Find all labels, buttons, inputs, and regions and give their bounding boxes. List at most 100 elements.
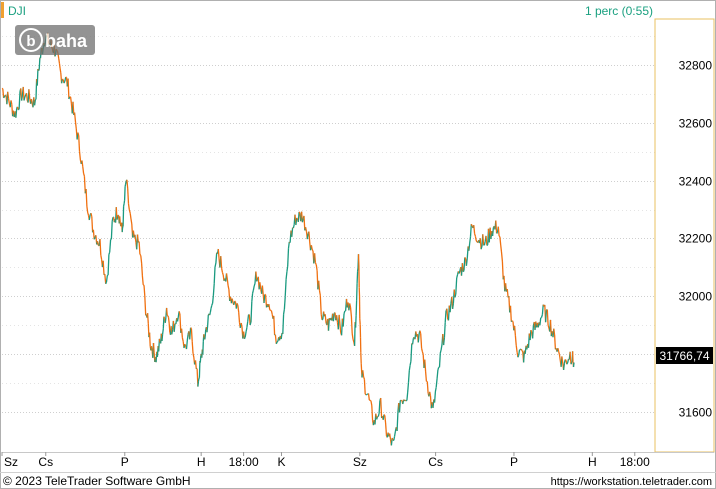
baha-logo: b baha bbox=[15, 25, 95, 55]
price-segment bbox=[382, 414, 385, 420]
price-segment bbox=[268, 304, 271, 310]
price-segment bbox=[296, 217, 299, 220]
price-segment bbox=[287, 248, 290, 267]
price-segment bbox=[378, 400, 381, 414]
price-segment bbox=[122, 203, 125, 207]
y-axis-panel bbox=[654, 18, 715, 453]
price-segment bbox=[152, 342, 155, 353]
price-segment bbox=[128, 209, 131, 214]
x-tick-label: 18:00 bbox=[620, 455, 650, 469]
plot-area bbox=[1, 19, 655, 452]
price-segment bbox=[256, 278, 259, 282]
price-segment bbox=[251, 293, 254, 302]
logo-text: baha bbox=[45, 31, 88, 51]
price-segment bbox=[244, 331, 247, 338]
price-segment bbox=[134, 234, 137, 243]
copyright-text: © 2023 TeleTrader Software GmbH bbox=[3, 474, 191, 488]
price-badge-bg bbox=[656, 347, 713, 364]
x-tick-label: Cs bbox=[38, 455, 53, 469]
price-segment bbox=[404, 399, 407, 402]
price-segment bbox=[146, 313, 149, 324]
price-segment bbox=[111, 217, 114, 222]
price-segment bbox=[351, 333, 354, 340]
price-segment bbox=[167, 317, 170, 324]
price-segment bbox=[530, 329, 533, 333]
price-segment bbox=[443, 322, 446, 338]
price-segment bbox=[38, 57, 41, 70]
price-segment bbox=[141, 275, 144, 285]
price-segment bbox=[185, 340, 188, 350]
price-segment bbox=[539, 317, 542, 326]
price-segment bbox=[570, 361, 573, 365]
price-segment bbox=[194, 360, 197, 369]
price-segment bbox=[227, 285, 230, 290]
price-segment bbox=[245, 327, 248, 332]
price-segment bbox=[179, 313, 182, 333]
price-segment bbox=[191, 341, 194, 354]
price-segment bbox=[192, 352, 195, 358]
y-tick-label: 32600 bbox=[679, 117, 713, 131]
price-segment bbox=[434, 387, 437, 392]
price-segment bbox=[109, 239, 112, 253]
x-tick-label: K bbox=[277, 455, 285, 469]
price-segment bbox=[564, 359, 567, 361]
price-segment bbox=[83, 176, 86, 194]
price-segment bbox=[143, 285, 146, 296]
price-segment bbox=[165, 307, 168, 316]
plot-background bbox=[2, 19, 655, 452]
price-segment bbox=[33, 99, 36, 106]
price-segment bbox=[250, 301, 253, 323]
price-segment bbox=[108, 251, 111, 255]
price-segment bbox=[544, 310, 548, 323]
price-segment bbox=[449, 303, 452, 313]
price-segment bbox=[181, 337, 184, 342]
price-segment bbox=[168, 323, 171, 333]
x-tick-label: P bbox=[121, 455, 129, 469]
price-segment bbox=[283, 296, 286, 310]
price-segment bbox=[314, 262, 317, 266]
price-segment bbox=[284, 279, 287, 297]
price-segment bbox=[121, 225, 124, 228]
price-segment bbox=[247, 314, 250, 322]
price-segment bbox=[320, 314, 323, 320]
price-segment bbox=[437, 367, 440, 371]
price-segment bbox=[57, 54, 60, 59]
price-segment bbox=[81, 160, 84, 167]
price-segment bbox=[500, 244, 503, 253]
price-segment bbox=[495, 220, 498, 234]
price-segment bbox=[198, 360, 201, 378]
price-segment bbox=[313, 253, 317, 263]
x-tick-label: P bbox=[510, 455, 518, 469]
price-segment bbox=[480, 245, 483, 250]
logo-glyph: b bbox=[26, 33, 35, 50]
price-segment bbox=[451, 303, 455, 309]
price-segment bbox=[261, 285, 264, 295]
price-segment bbox=[461, 263, 464, 272]
price-segment bbox=[398, 400, 401, 413]
price-segment bbox=[138, 241, 141, 255]
price-segment bbox=[123, 200, 126, 204]
price-segment bbox=[110, 221, 113, 240]
price-segment bbox=[465, 257, 468, 266]
price-segment bbox=[105, 281, 108, 285]
price-segment bbox=[498, 235, 501, 238]
price-segment bbox=[87, 212, 90, 216]
price-segment bbox=[231, 298, 234, 303]
price-segment bbox=[249, 321, 252, 326]
price-segment bbox=[419, 330, 422, 334]
price-segment bbox=[349, 303, 352, 308]
price-segment bbox=[82, 166, 85, 174]
y-axis: 31600318003200032200324003260032800 bbox=[679, 59, 713, 420]
price-segment bbox=[424, 359, 427, 372]
y-tick-label: 32800 bbox=[679, 59, 713, 73]
price-segment bbox=[211, 295, 215, 304]
price-segment bbox=[356, 271, 359, 284]
price-segment bbox=[469, 236, 472, 244]
price-segment bbox=[429, 391, 432, 397]
price-segment bbox=[308, 231, 311, 242]
price-segment bbox=[339, 323, 342, 333]
price-segment bbox=[439, 349, 442, 354]
price-segment bbox=[176, 316, 179, 322]
price-segment bbox=[242, 331, 246, 339]
price-segment bbox=[529, 330, 532, 341]
